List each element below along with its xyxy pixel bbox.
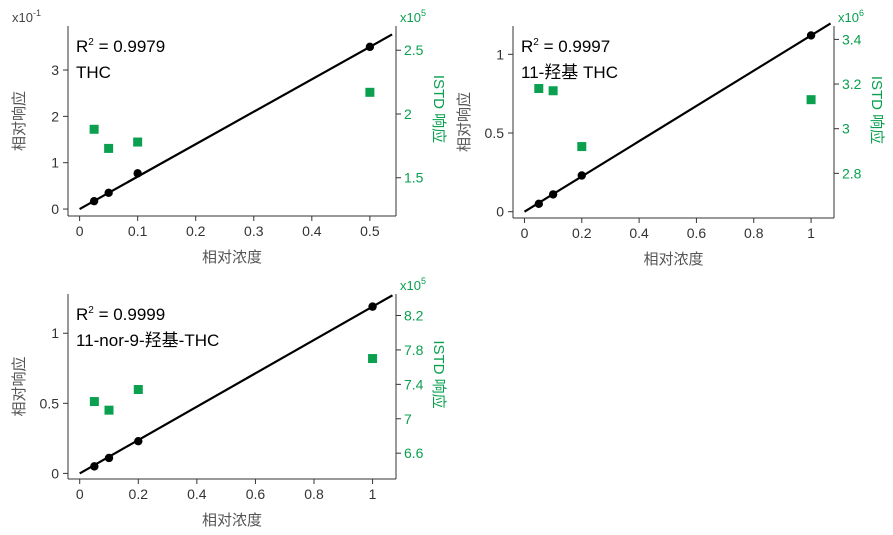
calibration-point [104, 453, 114, 463]
y2-tick-label: 3.2 [842, 76, 862, 92]
y-multiplier: x10-1 [12, 8, 41, 25]
y2-tick-label: 2.5 [404, 42, 424, 58]
calibration-point [90, 462, 99, 471]
calibration-point [104, 188, 113, 198]
y2-multiplier: x105 [400, 276, 426, 293]
x-tick-label: 0.2 [129, 486, 149, 502]
istd-point [577, 142, 587, 152]
y-tick-label: 0 [51, 465, 59, 481]
compound-label: 11-羟基 THC [521, 63, 618, 82]
istd-point [133, 385, 143, 395]
x-axis-label: 相对浓度 [643, 251, 703, 268]
calibration-point [89, 196, 99, 206]
calibration-point [134, 436, 143, 446]
y2-tick-label: 2 [404, 106, 412, 122]
calibration-point [368, 302, 377, 311]
y2-tick-label: 8.2 [404, 308, 424, 324]
r-squared-label: R2 = 0.9997 [521, 37, 610, 56]
x-tick-label: 1 [369, 486, 377, 502]
y-axis-label: 相对响应 [10, 91, 28, 151]
calibration-point [577, 171, 586, 180]
y-tick-label: 0 [51, 201, 59, 217]
x-tick-label: 0 [521, 225, 529, 241]
x-tick-label: 0 [76, 486, 84, 502]
x-tick-label: 0.6 [687, 225, 707, 241]
y2-tick-label: 3.4 [842, 31, 862, 47]
istd-point [104, 143, 114, 153]
y-tick-label: 1 [51, 325, 59, 341]
y2-multiplier: x105 [400, 8, 426, 25]
y-tick-label: 3 [51, 62, 59, 78]
istd-point [89, 124, 99, 134]
r-squared-label: R2 = 0.9999 [76, 305, 165, 324]
calibration-point [806, 31, 816, 40]
x-tick-label: 0.6 [246, 486, 266, 502]
y2-axis-label: ISTD 响应 [430, 75, 448, 143]
calibration-point [133, 169, 142, 178]
y-axis-label: 相对响应 [455, 92, 473, 152]
x-axis-label: 相对浓度 [202, 249, 262, 266]
chart-panel-2: 0 0.2 0.4 0.6 0.8 1 0 0.5 1 2.8 3 3.2 3.4 相对浓度 相对响应 IST… [455, 8, 886, 268]
y2-tick-label: 3 [842, 121, 850, 137]
y2-tick-label: 1.5 [404, 170, 424, 186]
calibration-point [548, 190, 558, 199]
x-tick-label: 0 [76, 223, 84, 239]
calibration-fit-line [523, 22, 832, 213]
calibration-point [365, 42, 375, 52]
calibration-fit-line [79, 294, 394, 475]
chart-panel-1: 0 0.1 0.2 0.3 0.4 0.5 0 1 2 3 1.5 2 2.5 相对浓度 相对响应 ISTD … [10, 8, 448, 266]
x-tick-label: 0.3 [244, 223, 264, 239]
x-tick-label: 0.4 [302, 223, 322, 239]
x-tick-label: 0.2 [572, 225, 592, 241]
istd-point [534, 84, 544, 94]
istd-point [133, 137, 143, 147]
x-tick-label: 0.8 [304, 486, 324, 502]
y2-tick-label: 7.8 [404, 342, 424, 358]
x-tick-label: 0.4 [629, 225, 649, 241]
x-tick-label: 0.1 [128, 223, 148, 239]
istd-point [368, 354, 378, 364]
y2-tick-label: 6.6 [404, 445, 424, 461]
y-tick-label: 0.5 [485, 125, 505, 141]
x-tick-label: 0.2 [186, 223, 206, 239]
y-tick-label: 2 [51, 108, 59, 124]
y2-axis-label: ISTD 响应 [430, 340, 448, 408]
x-tick-label: 0.5 [360, 223, 380, 239]
r-squared-label: R2 = 0.9979 [76, 37, 165, 56]
chart-panel-3: 0 0.2 0.4 0.6 0.8 1 0 0.5 1 6.6 7 7.4 7.8 8.2 相对浓度 相对响应… [10, 276, 448, 529]
calibration-point [534, 199, 543, 209]
x-axis-label: 相对浓度 [202, 512, 262, 529]
y2-axis-label: ISTD 响应 [868, 76, 886, 144]
x-tick-label: 0.8 [744, 225, 764, 241]
istd-point [806, 95, 816, 105]
y-tick-label: 0.5 [40, 395, 60, 411]
y2-tick-label: 7 [404, 411, 412, 427]
y2-tick-label: 7.4 [404, 376, 424, 392]
istd-point [104, 405, 114, 415]
y-tick-label: 1 [496, 46, 504, 62]
y-tick-label: 0 [496, 204, 504, 220]
calibration-fit-line [79, 33, 393, 211]
istd-point [365, 87, 375, 97]
compound-label: THC [76, 63, 111, 82]
compound-label: 11-nor-9-羟基-THC [76, 331, 219, 350]
x-tick-label: 0.4 [187, 486, 207, 502]
istd-point [89, 397, 99, 407]
x-tick-label: 1 [807, 225, 815, 241]
istd-point [548, 86, 558, 96]
y-axis-label: 相对响应 [10, 356, 28, 416]
y2-multiplier: x106 [838, 8, 864, 25]
y-tick-label: 1 [51, 155, 59, 171]
y2-tick-label: 2.8 [842, 165, 862, 181]
